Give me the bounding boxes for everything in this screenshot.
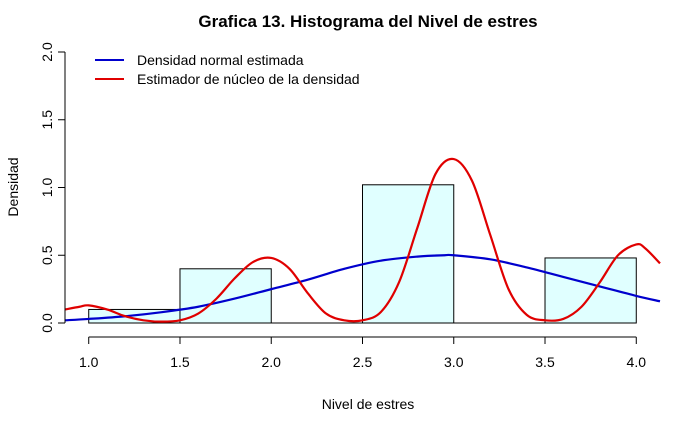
x-tick-label: 1.0 bbox=[79, 354, 99, 370]
x-axis: 1.0 1.5 2.0 2.5 3.0 3.5 4.0 bbox=[79, 336, 647, 370]
x-tick-label: 4.0 bbox=[627, 354, 647, 370]
y-axis: 0.0 0.5 1.0 1.5 2.0 bbox=[39, 42, 66, 333]
histogram-bar-5 bbox=[544, 257, 637, 324]
x-axis-label: Nivel de estres bbox=[322, 396, 415, 412]
y-axis-label: Densidad bbox=[5, 157, 21, 216]
kernel-density-line bbox=[64, 157, 661, 323]
y-tick-label: 1.0 bbox=[39, 178, 55, 198]
y-tick-label: 1.5 bbox=[39, 110, 55, 130]
x-tick-label: 3.0 bbox=[444, 354, 464, 370]
x-tick-label: 2.0 bbox=[262, 354, 282, 370]
chart-title: Grafica 13. Histograma del Nivel de estr… bbox=[198, 12, 537, 31]
legend-label-normal: Densidad normal estimada bbox=[137, 52, 304, 68]
normal-density-line bbox=[64, 253, 661, 322]
y-tick-label: 2.0 bbox=[39, 42, 55, 62]
y-tick-label: 0.0 bbox=[39, 313, 55, 333]
legend-label-kernel: Estimador de núcleo de la densidad bbox=[137, 71, 360, 87]
x-tick-label: 1.5 bbox=[170, 354, 190, 370]
y-tick-label: 0.5 bbox=[39, 245, 55, 265]
legend: Densidad normal estimada Estimador de nú… bbox=[95, 52, 360, 87]
x-tick-label: 3.5 bbox=[535, 354, 555, 370]
x-tick-label: 2.5 bbox=[353, 354, 373, 370]
density-lines bbox=[64, 157, 661, 323]
histogram-bars bbox=[88, 184, 637, 324]
